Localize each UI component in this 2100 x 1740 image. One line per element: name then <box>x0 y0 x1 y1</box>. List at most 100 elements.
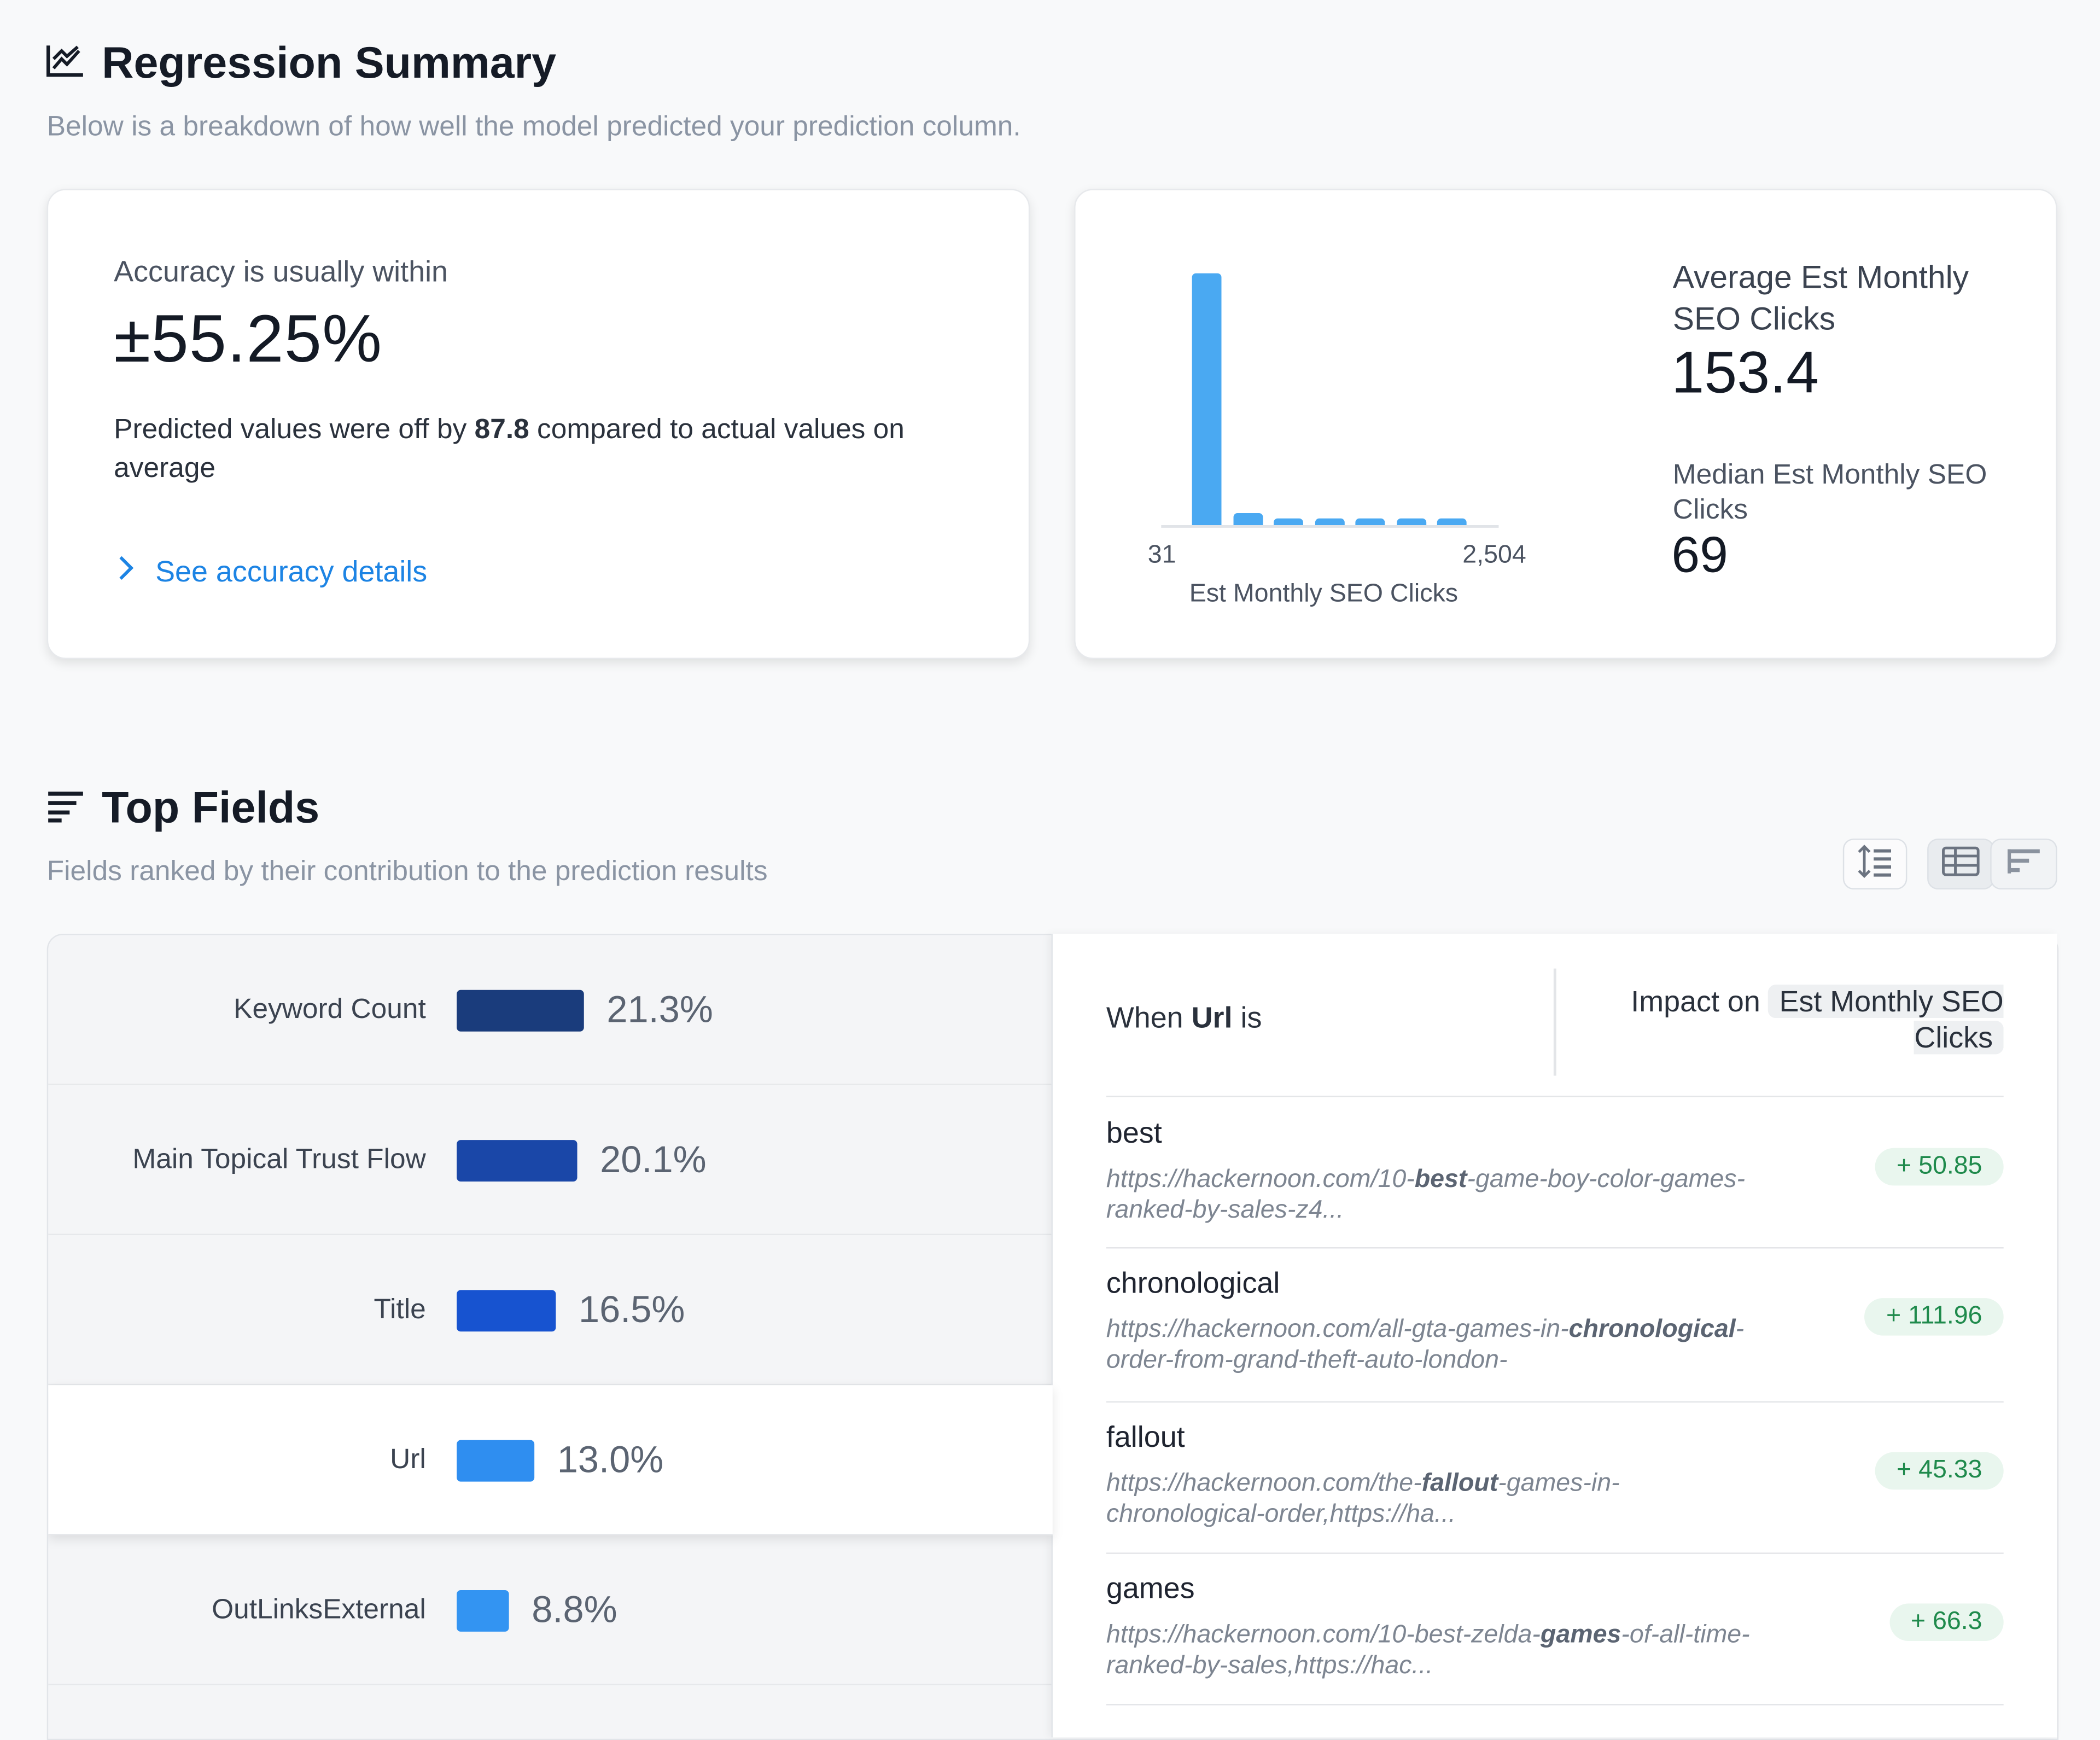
url-highlight: chronological <box>1568 1315 1736 1344</box>
field-name: Url <box>390 1443 426 1475</box>
impact-value-word: best <box>1106 1116 1162 1150</box>
top-fields-heading: Top Fields <box>45 782 319 833</box>
histogram-bar <box>1355 518 1385 526</box>
field-row[interactable]: Keyword Count 21.3% <box>48 935 1053 1085</box>
field-name: Keyword Count <box>234 993 426 1025</box>
impact-score-badge: + 111.96 <box>1864 1298 2004 1336</box>
histogram-bar <box>1437 518 1467 526</box>
impact-example-url: https://hackernoon.com/the-fallout-games… <box>1106 1468 1763 1530</box>
field-importance-pct: 21.3% <box>606 988 713 1030</box>
top-fields-title: Top Fields <box>102 782 320 832</box>
impact-on-label: Impact on <box>1631 985 1760 1019</box>
url-prefix: https://hackernoon.com/all-gta-games-in- <box>1106 1315 1569 1344</box>
see-accuracy-details-label: See accuracy details <box>155 554 428 589</box>
impact-score-badge: + 45.33 <box>1875 1452 2004 1490</box>
field-importance-pct: 8.8% <box>532 1588 617 1630</box>
impact-panel: When Url is Impact on Est Monthly SEO Cl… <box>1051 933 2057 1740</box>
median-value: 69 <box>1671 527 1728 584</box>
see-accuracy-details-link[interactable]: See accuracy details <box>118 555 428 590</box>
header-divider <box>1553 968 1556 1076</box>
accuracy-desc-value: 87.8 <box>474 414 529 445</box>
field-importance-bar <box>457 990 584 1032</box>
regression-summary-heading: Regression Summary <box>45 38 556 89</box>
field-name: Main Topical Trust Flow <box>132 1143 426 1174</box>
regression-summary-title: Regression Summary <box>102 37 557 88</box>
url-prefix: https://hackernoon.com/10-best-zelda- <box>1106 1621 1541 1649</box>
accuracy-value: ±55.25% <box>114 301 383 377</box>
top-fields-subtitle: Fields ranked by their contribution to t… <box>46 856 768 887</box>
sort-lines-icon <box>45 782 85 833</box>
accuracy-card: Accuracy is usually within ±55.25% Predi… <box>46 189 1030 659</box>
field-row[interactable]: OutLinksExternal 8.8% <box>48 1535 1053 1685</box>
impact-example-url: https://hackernoon.com/all-gta-games-in-… <box>1106 1314 1763 1376</box>
impact-field-name: Url <box>1191 1000 1233 1034</box>
impact-on-header: Impact on Est Monthly SEO Clicks <box>1589 984 2004 1056</box>
url-highlight: fallout <box>1421 1469 1498 1498</box>
field-list: Keyword Count 21.3% Main Topical Trust Flo… <box>48 935 1053 1738</box>
url-prefix: https://hackernoon.com/the- <box>1106 1469 1422 1498</box>
median-label: Median Est Monthly SEO Clicks <box>1672 459 1987 526</box>
chart-icon <box>45 38 85 89</box>
field-importance-bar <box>457 1590 509 1632</box>
impact-when-suffix: is <box>1240 1000 1262 1034</box>
impact-when-prefix: When <box>1106 1000 1183 1034</box>
impact-when-header: When Url is <box>1106 1000 1262 1035</box>
field-row[interactable]: Main Topical Trust Flow 20.1% <box>48 1085 1053 1235</box>
field-name: Title <box>374 1293 426 1324</box>
impact-row[interactable]: best https://hackernoon.com/10-best-game-… <box>1106 1097 2004 1249</box>
field-name: OutLinksExternal <box>212 1593 426 1625</box>
histogram-axis-label: Est Monthly SEO Clicks <box>1189 580 1459 608</box>
header-rule <box>1106 1096 2004 1097</box>
url-highlight: best <box>1414 1165 1467 1194</box>
line-height-icon <box>1856 843 1894 885</box>
impact-value-word: fallout <box>1106 1419 1185 1454</box>
histogram-baseline <box>1161 525 1499 528</box>
url-suffix: -order-from-grand-theft-auto-london- <box>1106 1315 1745 1375</box>
field-importance-pct: 20.1% <box>600 1138 707 1180</box>
bar-view-button[interactable] <box>1990 839 2057 890</box>
field-row[interactable]: Title 16.5% <box>48 1235 1053 1386</box>
url-prefix: https://hackernoon.com/10- <box>1106 1165 1415 1194</box>
average-label: Average Est Monthly SEO Clicks <box>1672 260 1969 338</box>
bar-chart-icon <box>2004 845 2044 883</box>
url-suffix: -of-all-time-ranked-by-sales,https://hac… <box>1106 1621 1750 1680</box>
accuracy-description: Predicted values were off by 87.8 compar… <box>114 410 971 487</box>
impact-example-url: https://hackernoon.com/10-best-zelda-gam… <box>1106 1620 1763 1681</box>
distribution-histogram <box>1156 244 1504 528</box>
field-importance-bar <box>457 1140 578 1182</box>
impact-score-badge: + 66.3 <box>1889 1603 2004 1642</box>
distribution-card: 31 2,504 Est Monthly SEO Clicks Average … <box>1074 189 2057 659</box>
impact-value-word: games <box>1106 1571 1195 1605</box>
field-importance-pct: 13.0% <box>557 1438 664 1480</box>
average-value: 153.4 <box>1671 340 1819 406</box>
histogram-bar <box>1396 518 1426 526</box>
histogram-axis-min: 31 <box>1147 541 1176 569</box>
histogram-axis-max: 2,504 <box>1462 541 1526 569</box>
histogram-bar <box>1192 273 1222 526</box>
histogram-bar <box>1314 518 1344 526</box>
field-importance-pct: 16.5% <box>578 1288 685 1330</box>
impact-score-badge: + 50.85 <box>1875 1148 2004 1186</box>
field-importance-bar <box>457 1290 556 1332</box>
accuracy-desc-prefix: Predicted values were off by <box>114 414 467 445</box>
impact-list: best https://hackernoon.com/10-best-game-… <box>1053 1097 2057 1740</box>
impact-row[interactable]: chronological https://hackernoon.com/all-… <box>1106 1247 2004 1403</box>
url-highlight: games <box>1540 1621 1621 1649</box>
chevron-right-icon <box>118 555 134 590</box>
histogram-bar <box>1233 513 1263 526</box>
impact-target-chip: Est Monthly SEO Clicks <box>1768 985 2004 1055</box>
row-height-toggle[interactable] <box>1842 839 1908 890</box>
histogram-bar <box>1273 518 1303 526</box>
regression-summary-subtitle: Below is a breakdown of how well the mod… <box>46 111 1021 142</box>
field-importance-bar <box>457 1440 535 1482</box>
impact-row[interactable]: games https://hackernoon.com/10-best-zeld… <box>1106 1552 2004 1706</box>
url-suffix: -games-in-chronological-order,https://ha… <box>1106 1469 1620 1529</box>
table-icon <box>1941 845 1981 883</box>
impact-value-word: chronological <box>1106 1266 1280 1300</box>
field-row[interactable]: Url 13.0% <box>48 1385 1053 1535</box>
url-suffix: -game-boy-color-games-ranked-by-sales-z4… <box>1106 1165 1746 1225</box>
accuracy-desc-suffix: compared to actual values on average <box>114 414 905 484</box>
accuracy-label: Accuracy is usually within <box>114 254 448 288</box>
impact-row[interactable]: fallout https://hackernoon.com/the-fallou… <box>1106 1401 2004 1554</box>
table-view-button[interactable] <box>1927 839 1994 890</box>
